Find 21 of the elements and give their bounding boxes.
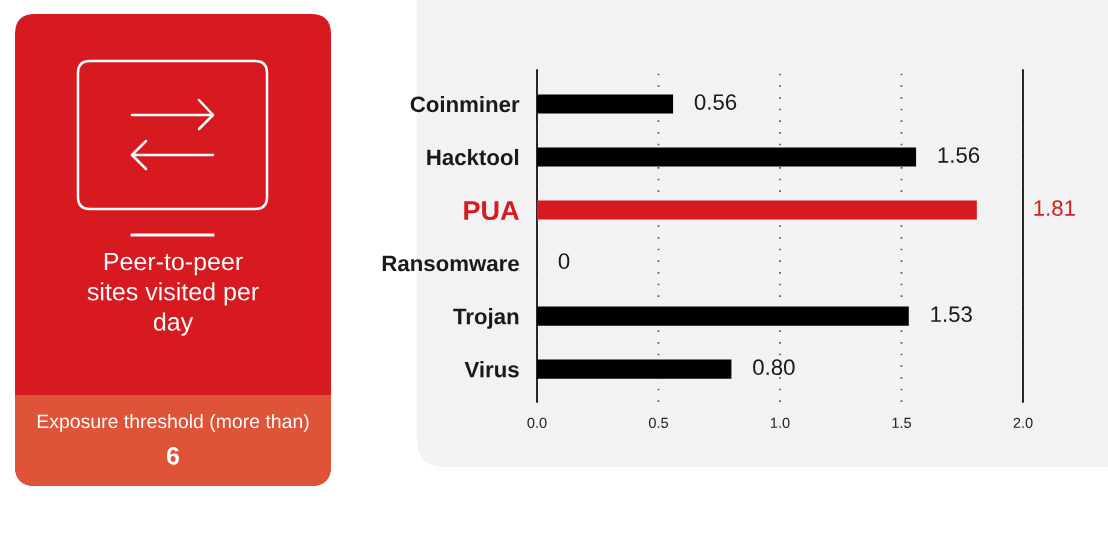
y-tick-label: Hacktool (427, 148, 519, 166)
data-label: 1.56 (938, 147, 980, 163)
x-tick-label: 1.0 (770, 417, 790, 428)
x-tick-label: 0.0 (527, 417, 547, 428)
y-tick-label: Trojan (453, 308, 519, 329)
data-label: 0 (558, 253, 570, 270)
y-tick-label: PUA (464, 201, 519, 221)
y-tick-label: Virus (464, 361, 519, 378)
x-tick-label: 1.5 (892, 417, 912, 428)
text: Exposure threshold (more than) (37, 413, 309, 433)
data-label: 1.81 (1034, 200, 1075, 216)
y-tick-label: Ransomware (382, 255, 519, 272)
x-tick-label: 2.0 (1013, 417, 1033, 428)
text: 6 (166, 447, 180, 465)
data-label: 1.53 (931, 306, 972, 323)
data-label: 0.56 (694, 94, 737, 110)
bar (537, 200, 977, 220)
y-tick-label: Coinminer (410, 95, 520, 113)
x-tick-label: 0.5 (648, 417, 669, 428)
data-label: 0.80 (753, 359, 795, 376)
text: Peer-to-peer sites visited per day (87, 252, 259, 336)
